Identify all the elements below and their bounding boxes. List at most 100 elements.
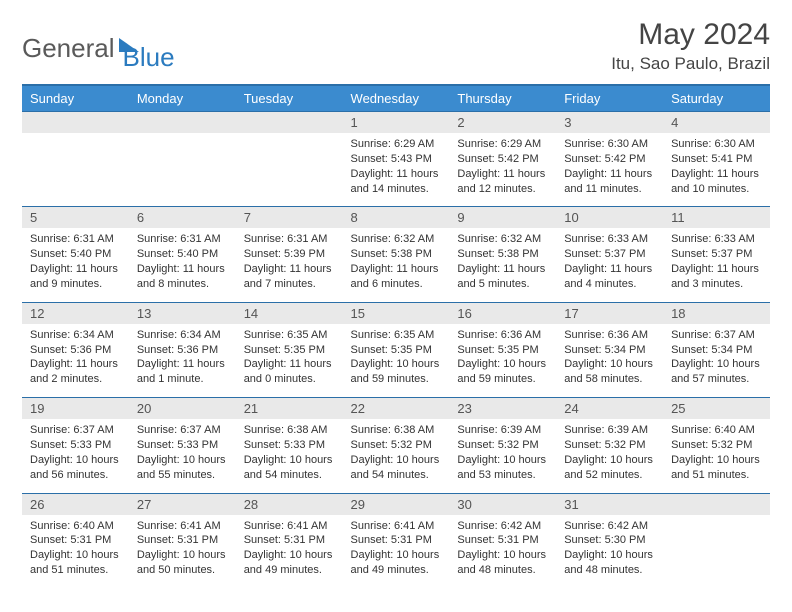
day-number-cell: 13 — [129, 302, 236, 324]
sunset-text: Sunset: 5:31 PM — [244, 533, 335, 548]
day-detail-cell: Sunrise: 6:29 AMSunset: 5:42 PMDaylight:… — [449, 133, 556, 207]
daylight-text-1: Daylight: 11 hours — [137, 357, 228, 372]
daylight-text-1: Daylight: 11 hours — [671, 167, 762, 182]
detail-row: Sunrise: 6:31 AMSunset: 5:40 PMDaylight:… — [22, 228, 770, 302]
sunrise-text: Sunrise: 6:29 AM — [351, 137, 442, 152]
day-detail-cell: Sunrise: 6:38 AMSunset: 5:32 PMDaylight:… — [343, 419, 450, 493]
day-number-cell: 28 — [236, 493, 343, 515]
daylight-text-2: and 54 minutes. — [244, 468, 335, 483]
day-number-cell: 2 — [449, 112, 556, 134]
daylight-text-1: Daylight: 10 hours — [244, 453, 335, 468]
day-detail-cell: Sunrise: 6:37 AMSunset: 5:33 PMDaylight:… — [129, 419, 236, 493]
weekday-header-row: Sunday Monday Tuesday Wednesday Thursday… — [22, 85, 770, 112]
daylight-text-2: and 49 minutes. — [244, 563, 335, 578]
daylight-text-1: Daylight: 10 hours — [137, 453, 228, 468]
day-number-cell: 15 — [343, 302, 450, 324]
day-detail-cell: Sunrise: 6:31 AMSunset: 5:40 PMDaylight:… — [22, 228, 129, 302]
sunset-text: Sunset: 5:42 PM — [564, 152, 655, 167]
sunset-text: Sunset: 5:31 PM — [351, 533, 442, 548]
daylight-text-1: Daylight: 10 hours — [564, 548, 655, 563]
weekday-header: Saturday — [663, 85, 770, 112]
day-detail-cell: Sunrise: 6:41 AMSunset: 5:31 PMDaylight:… — [236, 515, 343, 588]
day-detail-cell: Sunrise: 6:36 AMSunset: 5:35 PMDaylight:… — [449, 324, 556, 398]
sunset-text: Sunset: 5:35 PM — [457, 343, 548, 358]
weekday-header: Wednesday — [343, 85, 450, 112]
sunrise-text: Sunrise: 6:31 AM — [244, 232, 335, 247]
sunrise-text: Sunrise: 6:37 AM — [671, 328, 762, 343]
sunrise-text: Sunrise: 6:33 AM — [671, 232, 762, 247]
sunset-text: Sunset: 5:42 PM — [457, 152, 548, 167]
daylight-text-2: and 49 minutes. — [351, 563, 442, 578]
daylight-text-2: and 9 minutes. — [30, 277, 121, 292]
day-number-cell: 22 — [343, 398, 450, 420]
day-number-cell: 16 — [449, 302, 556, 324]
day-detail-cell: Sunrise: 6:33 AMSunset: 5:37 PMDaylight:… — [663, 228, 770, 302]
sunrise-text: Sunrise: 6:41 AM — [244, 519, 335, 534]
day-detail-cell — [22, 133, 129, 207]
day-detail-cell: Sunrise: 6:41 AMSunset: 5:31 PMDaylight:… — [343, 515, 450, 588]
daylight-text-1: Daylight: 11 hours — [244, 262, 335, 277]
day-detail-cell: Sunrise: 6:40 AMSunset: 5:31 PMDaylight:… — [22, 515, 129, 588]
daylight-text-1: Daylight: 11 hours — [244, 357, 335, 372]
daylight-text-2: and 12 minutes. — [457, 182, 548, 197]
daylight-text-2: and 52 minutes. — [564, 468, 655, 483]
sunrise-text: Sunrise: 6:38 AM — [351, 423, 442, 438]
daynum-row: 19202122232425 — [22, 398, 770, 420]
sunrise-text: Sunrise: 6:30 AM — [671, 137, 762, 152]
daylight-text-1: Daylight: 11 hours — [351, 167, 442, 182]
daylight-text-2: and 56 minutes. — [30, 468, 121, 483]
sunset-text: Sunset: 5:30 PM — [564, 533, 655, 548]
daylight-text-1: Daylight: 11 hours — [457, 167, 548, 182]
day-detail-cell: Sunrise: 6:37 AMSunset: 5:33 PMDaylight:… — [22, 419, 129, 493]
daylight-text-1: Daylight: 11 hours — [351, 262, 442, 277]
sunrise-text: Sunrise: 6:33 AM — [564, 232, 655, 247]
sunset-text: Sunset: 5:33 PM — [137, 438, 228, 453]
day-number-cell: 10 — [556, 207, 663, 229]
daylight-text-1: Daylight: 11 hours — [457, 262, 548, 277]
daylight-text-1: Daylight: 11 hours — [30, 357, 121, 372]
sunset-text: Sunset: 5:35 PM — [351, 343, 442, 358]
day-number-cell: 17 — [556, 302, 663, 324]
sunrise-text: Sunrise: 6:36 AM — [564, 328, 655, 343]
sunset-text: Sunset: 5:32 PM — [351, 438, 442, 453]
sunset-text: Sunset: 5:32 PM — [671, 438, 762, 453]
daylight-text-1: Daylight: 11 hours — [564, 262, 655, 277]
sunrise-text: Sunrise: 6:42 AM — [457, 519, 548, 534]
sunrise-text: Sunrise: 6:34 AM — [30, 328, 121, 343]
daylight-text-1: Daylight: 10 hours — [351, 357, 442, 372]
daynum-row: 12131415161718 — [22, 302, 770, 324]
sunset-text: Sunset: 5:35 PM — [244, 343, 335, 358]
day-number-cell: 3 — [556, 112, 663, 134]
daylight-text-2: and 5 minutes. — [457, 277, 548, 292]
daylight-text-1: Daylight: 11 hours — [671, 262, 762, 277]
day-number-cell: 8 — [343, 207, 450, 229]
title-block: May 2024 Itu, Sao Paulo, Brazil — [611, 18, 770, 74]
sunrise-text: Sunrise: 6:30 AM — [564, 137, 655, 152]
daylight-text-2: and 51 minutes. — [671, 468, 762, 483]
daylight-text-1: Daylight: 10 hours — [671, 453, 762, 468]
daylight-text-2: and 50 minutes. — [137, 563, 228, 578]
sunset-text: Sunset: 5:36 PM — [30, 343, 121, 358]
daylight-text-1: Daylight: 10 hours — [671, 357, 762, 372]
daylight-text-2: and 48 minutes. — [564, 563, 655, 578]
day-number-cell — [236, 112, 343, 134]
sunrise-text: Sunrise: 6:38 AM — [244, 423, 335, 438]
daylight-text-2: and 10 minutes. — [671, 182, 762, 197]
daylight-text-2: and 48 minutes. — [457, 563, 548, 578]
day-detail-cell — [663, 515, 770, 588]
logo-text-general: General — [22, 33, 115, 64]
sunrise-text: Sunrise: 6:37 AM — [30, 423, 121, 438]
sunset-text: Sunset: 5:33 PM — [30, 438, 121, 453]
sunset-text: Sunset: 5:37 PM — [671, 247, 762, 262]
day-detail-cell: Sunrise: 6:35 AMSunset: 5:35 PMDaylight:… — [343, 324, 450, 398]
day-number-cell — [663, 493, 770, 515]
daynum-row: 1234 — [22, 112, 770, 134]
daylight-text-2: and 3 minutes. — [671, 277, 762, 292]
sunrise-text: Sunrise: 6:31 AM — [30, 232, 121, 247]
day-detail-cell: Sunrise: 6:31 AMSunset: 5:39 PMDaylight:… — [236, 228, 343, 302]
weekday-header: Thursday — [449, 85, 556, 112]
day-number-cell: 4 — [663, 112, 770, 134]
sunrise-text: Sunrise: 6:42 AM — [564, 519, 655, 534]
sunset-text: Sunset: 5:36 PM — [137, 343, 228, 358]
weekday-header: Sunday — [22, 85, 129, 112]
